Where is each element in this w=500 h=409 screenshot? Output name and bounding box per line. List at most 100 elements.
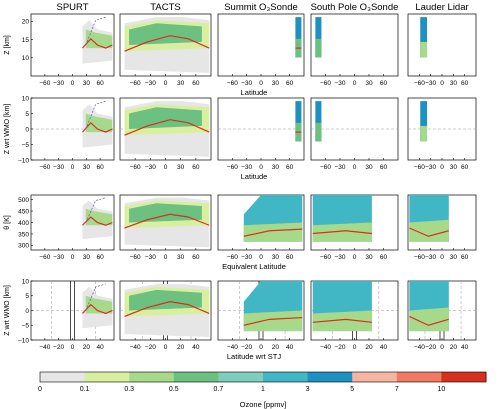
- x-tick-label: 0: [164, 344, 168, 351]
- x-tick-label: 30: [272, 80, 280, 87]
- x-tick-label: 30: [272, 164, 280, 171]
- x-tick-label: 60: [380, 164, 388, 171]
- x-tick-label: −40: [39, 344, 50, 351]
- x-tick-label: −60: [227, 80, 238, 87]
- x-tick-label: 0: [353, 344, 357, 351]
- x-tick-label: 0: [353, 254, 357, 261]
- x-tick-label: −60: [414, 254, 425, 261]
- x-tick-label: −30: [425, 254, 436, 261]
- x-tick-label: −60: [320, 254, 331, 261]
- panel-r3-c4: −40 −20 0 20 40: [407, 280, 477, 351]
- panel-r3-c0: −40 −20 0 20 40 −10 −5 0 5 10: [18, 278, 115, 351]
- tropopause-line: [243, 228, 303, 237]
- panel-r1-c0: −60 −30 0 30 60 −10 −5 0 5 10: [18, 95, 115, 171]
- x-tick-label: 30: [365, 80, 373, 87]
- x-tick-label: −30: [241, 254, 252, 261]
- tropopause-line: [82, 37, 113, 49]
- x-tick-label: 20: [450, 344, 458, 351]
- colorbar: 0 0.1 0.3 0.5 0.7 1 3 5 7 10 Ozone [ppmv]: [38, 371, 487, 409]
- x-tick-label: 0: [440, 254, 444, 261]
- panel-r0-c1: −60 −30 0 30 60: [119, 13, 212, 87]
- panel-frame: [310, 97, 399, 161]
- x-tick-label: 40: [286, 344, 294, 351]
- y-tick-label: 10: [22, 55, 30, 62]
- colorbar-tick-label: 0: [38, 386, 42, 393]
- y-tick-label: −5: [22, 142, 30, 149]
- panel-frame: [310, 13, 399, 77]
- x-tick-label: −60: [39, 80, 50, 87]
- dynamical-line: [85, 283, 106, 311]
- x-tick-label: 60: [286, 254, 294, 261]
- column-title-1: TACTS: [150, 2, 180, 13]
- x-tick-label: 60: [286, 80, 294, 87]
- x-tick-label: 30: [83, 164, 91, 171]
- x-tick-label: −40: [227, 344, 238, 351]
- colorbar-tick-label: 3: [306, 386, 310, 393]
- x-tick-label: −30: [53, 164, 64, 171]
- x-tick-label: 0: [440, 80, 444, 87]
- ozone-column-mid: [315, 38, 322, 58]
- x-tick-label: 30: [83, 80, 91, 87]
- panel-r1-c4: −60 −30 0 30 60: [407, 97, 477, 171]
- x-tick-label: −60: [39, 164, 50, 171]
- colorbar-tick-label: 1: [261, 386, 265, 393]
- x-tick-label: 60: [380, 254, 388, 261]
- x-tick-label: −60: [39, 254, 50, 261]
- x-tick-label: 30: [450, 254, 458, 261]
- y-tick-label: 0: [25, 126, 29, 133]
- colorbar-tick-label: 7: [395, 386, 399, 393]
- y-tick-label: 350: [18, 231, 29, 238]
- y-tick-label: −10: [18, 337, 29, 344]
- column-title-2: Summit O₃Sonde: [224, 2, 298, 13]
- ozone-area-mid: [243, 222, 303, 242]
- ozone-column-mid: [315, 122, 322, 142]
- x-tick-label: −30: [53, 254, 64, 261]
- dynamical-line: [85, 16, 106, 46]
- colorbar-swatch: [352, 372, 398, 382]
- ozone-area-mid: [129, 107, 202, 129]
- y-tick-label: 300: [18, 243, 29, 250]
- x-tick-label: 30: [450, 164, 458, 171]
- x-tick-label: −60: [227, 254, 238, 261]
- ozone-area-mid: [85, 29, 113, 49]
- x-tick-label: 60: [192, 80, 200, 87]
- ozone-area-mid: [85, 208, 113, 226]
- x-tick-label: 0: [440, 164, 444, 171]
- x-tick-label: 60: [286, 164, 294, 171]
- x-tick-label: 40: [380, 344, 388, 351]
- tropopause-line: [409, 227, 449, 237]
- ozone-area-mid: [129, 203, 202, 223]
- y-tick-label: −10: [18, 157, 29, 164]
- x-tick-label: −20: [145, 344, 156, 351]
- ozone-area-mid: [85, 295, 113, 314]
- colorbar-swatch: [84, 372, 130, 382]
- x-axis-label-3: Latitude wrt STJ: [227, 352, 281, 361]
- x-tick-label: 0: [353, 80, 357, 87]
- column-title-4: Lauder Lidar: [415, 2, 468, 13]
- x-axis-label-0: Latitude: [241, 88, 268, 97]
- x-tick-label: −30: [334, 164, 345, 171]
- x-tick-label: 20: [365, 344, 373, 351]
- tropopause-line: [312, 318, 372, 323]
- x-tick-label: 60: [192, 164, 200, 171]
- x-tick-label: 60: [97, 80, 105, 87]
- x-tick-label: −40: [130, 344, 141, 351]
- panel-r3-c2: −40 −20 0 20 40: [217, 280, 305, 351]
- x-tick-label: −20: [53, 344, 64, 351]
- x-axis-label-1: Latitude: [241, 172, 268, 181]
- colorbar-frame: [39, 371, 487, 383]
- x-tick-label: 30: [365, 254, 373, 261]
- x-tick-label: 0: [259, 164, 263, 171]
- x-tick-label: 20: [177, 344, 185, 351]
- panel-r2-c1: −60 −30 0 30 60: [119, 194, 212, 261]
- colorbar-tick-label: 0.1: [80, 386, 90, 393]
- panel-r2-c4: −60 −30 0 30 60: [407, 194, 477, 261]
- x-tick-label: 0: [71, 254, 75, 261]
- ozone-area-mid: [312, 222, 372, 242]
- y-tick-label: 5: [25, 111, 29, 118]
- x-tick-label: −60: [130, 80, 141, 87]
- panel-r1-c3: −60 −30 0 30 60: [310, 97, 399, 171]
- dynamical-line: [85, 197, 106, 223]
- ozone-area-mid: [312, 310, 372, 332]
